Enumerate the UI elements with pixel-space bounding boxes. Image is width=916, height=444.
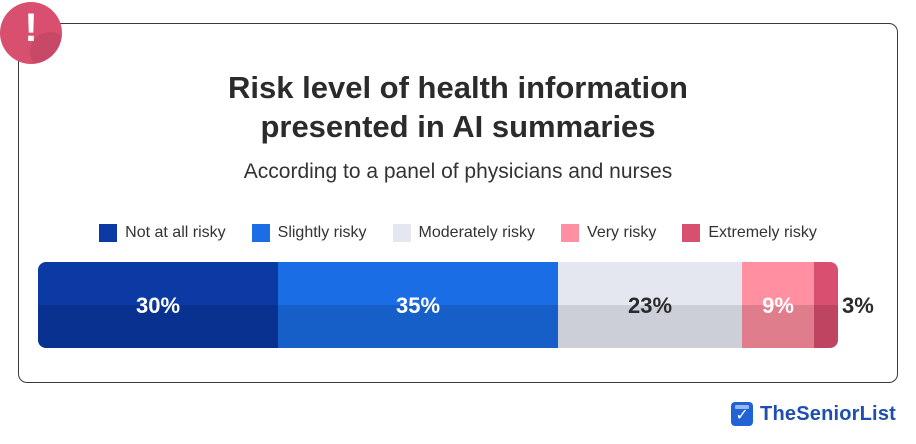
brand-check-mark: ✓: [735, 407, 749, 424]
bar-segment: [558, 262, 743, 348]
bar-segment-shade: [38, 305, 279, 348]
legend-item: Extremely risky: [682, 224, 817, 242]
legend-swatch: [99, 224, 118, 242]
clipboard-check-icon: ✓: [731, 402, 754, 426]
chart-title-line-2: presented in AI summaries: [260, 109, 656, 144]
bar-value-label: 23%: [628, 293, 672, 318]
legend-item: Not at all risky: [99, 224, 226, 242]
legend-label: Moderately risky: [418, 224, 536, 241]
legend-swatch: [682, 224, 701, 242]
chart-title-line-1: Risk level of health information: [228, 70, 688, 105]
legend-item: Moderately risky: [392, 224, 536, 242]
chart-title: Risk level of health information present…: [0, 68, 916, 146]
legend-label: Extremely risky: [708, 224, 817, 241]
legend-item: Slightly risky: [251, 224, 367, 242]
alert-badge: !: [0, 2, 62, 64]
legend-label: Slightly risky: [277, 224, 367, 241]
brand-name: TheSeniorList: [760, 402, 896, 425]
bar-segment: [278, 262, 559, 348]
legend-label: Not at all risky: [125, 224, 226, 241]
legend-swatch: [251, 224, 270, 242]
bar-value-label: 35%: [396, 293, 440, 318]
bar-segment: [38, 262, 279, 348]
bar-value-label: 3%: [842, 293, 874, 318]
bar-value-label: 30%: [136, 293, 180, 318]
legend-swatch: [392, 224, 411, 242]
legend-swatch: [561, 224, 580, 242]
legend-label: Very risky: [587, 224, 657, 241]
legend: Not at all risky Slightly risky Moderately…: [0, 222, 916, 244]
bar-segment-shade: [278, 305, 559, 348]
bar-segment: [742, 262, 815, 348]
bar-segment-shade: [742, 305, 815, 348]
bar-segment-shade: [558, 305, 743, 348]
bar-segment-shade: [814, 305, 838, 348]
bar-value-label: 9%: [762, 293, 794, 318]
chart-subtitle: According to a panel of physicians and n…: [243, 160, 673, 183]
legend-item: Very risky: [561, 224, 656, 242]
brand-logo: ✓ TheSeniorList: [731, 402, 896, 426]
bar-segment: [814, 262, 838, 348]
